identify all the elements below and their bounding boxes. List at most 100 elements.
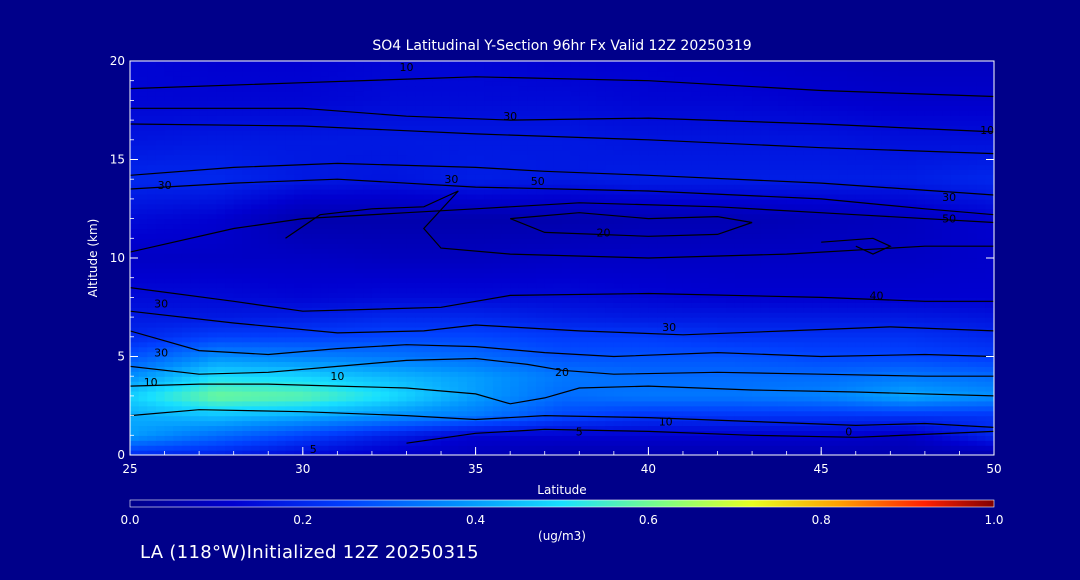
heatmap-cell bbox=[795, 267, 805, 274]
heatmap-cell bbox=[155, 228, 166, 234]
heatmap-cell bbox=[406, 356, 416, 363]
heatmap-cell bbox=[216, 282, 226, 289]
heatmap-cell bbox=[449, 386, 459, 392]
heatmap-cell bbox=[760, 322, 770, 328]
heatmap-cell bbox=[242, 395, 252, 402]
heatmap-cell bbox=[622, 218, 632, 225]
heatmap-cell bbox=[337, 430, 347, 436]
heatmap-cell bbox=[924, 376, 935, 382]
heatmap-cell bbox=[458, 317, 468, 323]
heatmap-cell bbox=[579, 267, 589, 274]
heatmap-cell bbox=[760, 302, 770, 308]
heatmap-cell bbox=[138, 282, 148, 289]
heatmap-cell bbox=[786, 435, 796, 441]
heatmap-cell bbox=[466, 341, 477, 348]
heatmap-cell bbox=[449, 307, 459, 313]
heatmap-cell bbox=[605, 312, 615, 318]
heatmap-cell bbox=[380, 371, 390, 377]
heatmap-cell bbox=[674, 213, 684, 220]
heatmap-cell bbox=[147, 326, 157, 333]
heatmap-cell bbox=[959, 223, 969, 230]
heatmap-cell bbox=[216, 287, 226, 294]
heatmap-cell bbox=[320, 381, 330, 387]
heatmap-cell bbox=[138, 213, 148, 220]
heatmap-cell bbox=[760, 390, 770, 397]
heatmap-cell bbox=[587, 302, 598, 308]
heatmap-cell bbox=[371, 346, 382, 353]
heatmap-cell bbox=[734, 430, 745, 436]
heatmap-cell bbox=[933, 312, 943, 318]
heatmap-cell bbox=[536, 322, 546, 328]
heatmap-cell bbox=[959, 213, 969, 220]
heatmap-cell bbox=[242, 243, 252, 249]
heatmap-cell bbox=[328, 440, 338, 446]
heatmap-cell bbox=[466, 326, 477, 333]
heatmap-cell bbox=[596, 341, 606, 348]
heatmap-cell bbox=[924, 326, 935, 333]
heatmap-cell bbox=[276, 248, 287, 254]
heatmap-cell bbox=[639, 208, 649, 215]
heatmap-cell bbox=[199, 445, 209, 451]
heatmap-cell bbox=[268, 405, 278, 412]
heatmap-cell bbox=[907, 317, 917, 323]
heatmap-cell bbox=[354, 395, 364, 402]
heatmap-cell bbox=[674, 450, 684, 455]
heatmap-cell bbox=[622, 341, 632, 348]
heatmap-cell bbox=[475, 415, 485, 422]
heatmap-cell bbox=[613, 351, 624, 358]
heatmap-cell bbox=[812, 386, 822, 392]
heatmap-cell bbox=[475, 371, 485, 377]
heatmap-cell bbox=[423, 213, 433, 220]
heatmap-cell bbox=[147, 322, 157, 328]
heatmap-cell bbox=[976, 395, 986, 402]
heatmap-cell bbox=[639, 223, 649, 230]
heatmap-cell bbox=[769, 302, 779, 308]
heatmap-cell bbox=[873, 425, 883, 431]
heatmap-cell bbox=[389, 302, 399, 308]
heatmap-cell bbox=[233, 425, 243, 431]
heatmap-cell bbox=[579, 297, 589, 303]
heatmap-cell bbox=[337, 336, 347, 343]
heatmap-cell bbox=[199, 267, 209, 274]
heatmap-cell bbox=[579, 277, 589, 284]
heatmap-cell bbox=[829, 346, 840, 353]
heatmap-cell bbox=[898, 218, 909, 225]
heatmap-cell bbox=[190, 390, 200, 397]
heatmap-cell bbox=[864, 420, 874, 427]
heatmap-cell bbox=[225, 366, 235, 372]
heatmap-cell bbox=[346, 233, 356, 239]
heatmap-cell bbox=[847, 282, 857, 289]
heatmap-cell bbox=[423, 243, 433, 249]
heatmap-cell bbox=[950, 302, 961, 308]
heatmap-cell bbox=[648, 341, 658, 348]
heatmap-cell bbox=[371, 425, 382, 431]
heatmap-cell bbox=[562, 213, 572, 220]
heatmap-cell bbox=[138, 415, 148, 422]
heatmap-cell bbox=[864, 262, 874, 269]
heatmap-cell bbox=[346, 258, 356, 264]
heatmap-cell bbox=[449, 361, 459, 367]
heatmap-cell bbox=[492, 292, 503, 298]
heatmap-cell bbox=[562, 331, 572, 338]
heatmap-cell bbox=[916, 405, 926, 412]
heatmap-cell bbox=[216, 317, 226, 323]
heatmap-cell bbox=[976, 400, 986, 407]
heatmap-cell bbox=[674, 341, 684, 348]
heatmap-cell bbox=[700, 258, 710, 264]
heatmap-cell bbox=[510, 341, 520, 348]
heatmap-cell bbox=[769, 248, 779, 254]
heatmap-cell bbox=[432, 371, 442, 377]
heatmap-cell bbox=[587, 213, 598, 220]
heatmap-cell bbox=[587, 430, 598, 436]
heatmap-cell bbox=[613, 405, 624, 412]
heatmap-cell bbox=[933, 415, 943, 422]
heatmap-cell bbox=[216, 262, 226, 269]
heatmap-cell bbox=[389, 361, 399, 367]
heatmap-cell bbox=[328, 312, 338, 318]
heatmap-cell bbox=[138, 366, 148, 372]
heatmap-cell bbox=[199, 272, 209, 279]
heatmap-cell bbox=[544, 366, 554, 372]
heatmap-cell bbox=[760, 277, 770, 284]
heatmap-cell bbox=[190, 366, 200, 372]
heatmap-cell bbox=[371, 272, 382, 279]
